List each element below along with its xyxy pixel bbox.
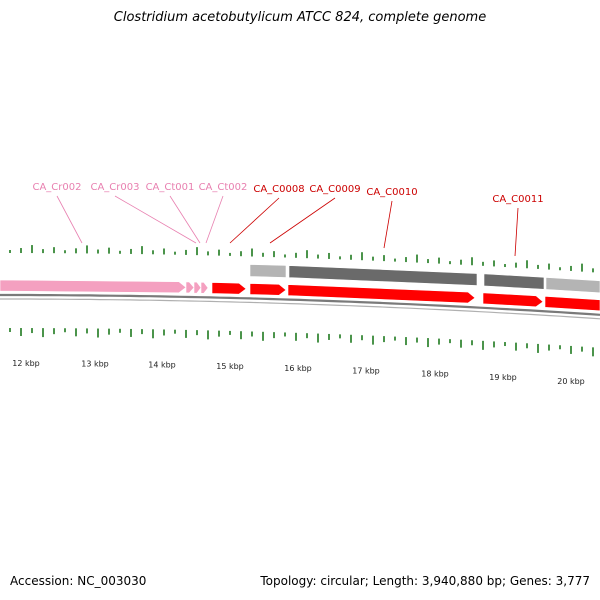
gene-label-g2: CA_Cr003	[90, 182, 139, 193]
feature-bar-4	[545, 277, 600, 294]
backbone-inner-line	[0, 298, 600, 320]
gene-arrow-g2	[185, 281, 195, 294]
gene-arrow-g8	[482, 292, 544, 308]
leader-line-g1	[56, 195, 83, 244]
feature-bar-1	[249, 264, 287, 278]
gene-label-g6: CA_C0009	[309, 184, 360, 195]
gc-ticks-bottom	[9, 328, 594, 357]
gene-arrow-g4	[200, 281, 209, 294]
genome-summary-text: Topology: circular; Length: 3,940,880 bp…	[260, 574, 590, 588]
leader-line-g8	[514, 207, 519, 257]
scale-label: 13 kbp	[81, 359, 109, 368]
scale-label: 14 kbp	[148, 360, 176, 369]
gene-label-g1: CA_Cr002	[32, 182, 81, 193]
leader-line-g3	[169, 195, 201, 244]
leader-line-g5	[229, 197, 280, 244]
gc-ticks-top	[9, 245, 594, 273]
scale-label: 19 kbp	[489, 373, 517, 382]
leader-line-g6	[269, 197, 336, 244]
scale-label: 15 kbp	[216, 362, 244, 371]
scale-label: 17 kbp	[352, 366, 380, 375]
leader-line-g2	[114, 195, 197, 244]
gene-arrow-g9	[544, 296, 600, 312]
gene-label-g8: CA_C0011	[492, 194, 543, 205]
gene-label-g5: CA_C0008	[253, 184, 304, 195]
scale-labels: 12 kbp 13 kbp 14 kbp 15 kbp 16 kbp 17 kbp 18 k…	[12, 359, 585, 386]
gene-arrow-g1	[0, 279, 187, 294]
gene-label-g4: CA_Ct002	[199, 182, 248, 193]
accession-text: Accession: NC_003030	[10, 574, 147, 588]
feature-bar-3	[483, 273, 545, 290]
gene-arrow-g3	[193, 281, 202, 294]
scale-label: 20 kbp	[557, 377, 585, 386]
leader-line-g4	[205, 195, 224, 244]
leader-line-g7	[383, 200, 393, 249]
map-title: Clostridium acetobutylicum ATCC 824, com…	[113, 10, 487, 25]
gene-track	[0, 279, 600, 312]
gene-label-g7: CA_C0010	[366, 187, 417, 198]
backbone-track	[0, 293, 600, 320]
feature-track	[249, 264, 600, 294]
gene-labels: CA_Cr002 CA_Cr003 CA_Ct001 CA_Ct002 CA_C0008…	[32, 182, 544, 257]
backbone-outer-line	[0, 293, 600, 316]
gene-label-g3: CA_Ct001	[146, 182, 195, 193]
scale-label: 12 kbp	[12, 359, 40, 368]
gene-arrow-g6	[249, 283, 287, 296]
feature-bar-2	[288, 265, 478, 286]
scale-label: 16 kbp	[284, 364, 312, 373]
scale-label: 18 kbp	[421, 369, 449, 378]
gene-arrow-g5	[211, 282, 247, 295]
gene-arrow-g7	[287, 284, 476, 304]
